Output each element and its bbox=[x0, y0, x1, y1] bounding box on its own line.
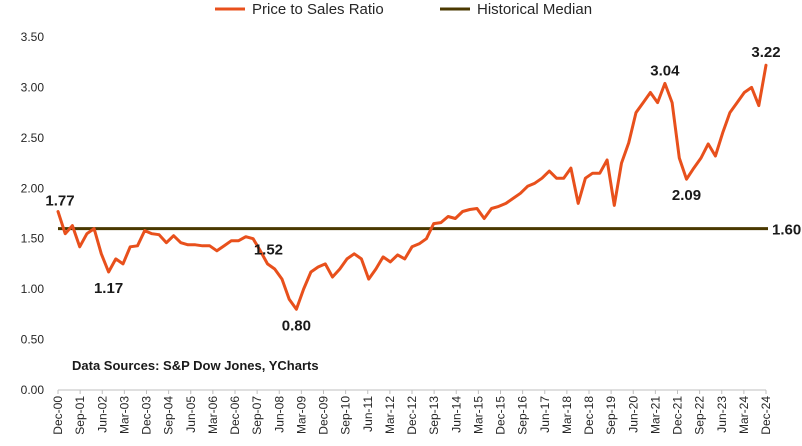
plot-area bbox=[56, 63, 768, 311]
data-label: 3.04 bbox=[650, 62, 680, 79]
x-tick-label: Jun-02 bbox=[95, 396, 109, 433]
y-tick-label: 0.50 bbox=[21, 333, 45, 347]
legend-label: Price to Sales Ratio bbox=[252, 1, 384, 18]
x-tick-label: Dec-00 bbox=[51, 396, 65, 435]
y-tick-label: 1.00 bbox=[21, 282, 45, 296]
x-tick-label: Sep-16 bbox=[516, 396, 530, 435]
x-tick-label: Dec-03 bbox=[140, 396, 154, 435]
x-tick-label: Sep-13 bbox=[427, 396, 441, 435]
x-tick-label: Sep-07 bbox=[250, 396, 264, 435]
x-tick-label: Jun-20 bbox=[626, 396, 640, 433]
x-tick-label: Sep-22 bbox=[693, 396, 707, 435]
x-tick-label: Mar-09 bbox=[294, 396, 308, 434]
x-tick-label: Jun-05 bbox=[184, 396, 198, 433]
x-tick-label: Dec-06 bbox=[228, 396, 242, 435]
x-tick-label: Mar-15 bbox=[471, 396, 485, 434]
y-axis: 0.00 0.50 1.00 1.50 2.00 2.50 3.00 3.50 bbox=[21, 30, 45, 397]
x-tick-label: Sep-04 bbox=[162, 396, 176, 435]
y-tick-label: 2.00 bbox=[21, 181, 45, 195]
x-tick-label: Dec-15 bbox=[494, 396, 508, 435]
data-label: 1.77 bbox=[45, 192, 74, 209]
y-tick-label: 2.50 bbox=[21, 131, 45, 145]
x-tick-label: Mar-12 bbox=[383, 396, 397, 434]
y-tick-label: 0.00 bbox=[21, 383, 45, 397]
data-label: 3.22 bbox=[751, 44, 780, 61]
x-tick-label: Sep-01 bbox=[73, 396, 87, 435]
source-note: Data Sources: S&P Dow Jones, YCharts bbox=[72, 358, 319, 373]
y-tick-label: 3.00 bbox=[21, 80, 45, 94]
annotations: 1.77 1.17 1.52 0.80 3.04 2.09 3.22 1.60 bbox=[45, 44, 801, 334]
x-tick-label: Dec-09 bbox=[317, 396, 331, 435]
x-tick-label: Sep-10 bbox=[339, 396, 353, 435]
legend-label: Historical Median bbox=[477, 1, 592, 18]
x-tick-label: Mar-03 bbox=[117, 396, 131, 434]
data-label: 2.09 bbox=[672, 187, 701, 204]
x-tick-label: Sep-19 bbox=[604, 396, 618, 435]
x-tick-label: Jun-08 bbox=[272, 396, 286, 433]
x-tick-label: Mar-21 bbox=[648, 396, 662, 434]
data-label: 1.17 bbox=[94, 280, 123, 297]
data-label: 1.52 bbox=[254, 242, 283, 259]
x-tick-label: Jun-14 bbox=[449, 396, 463, 433]
x-tick-label: Jun-23 bbox=[715, 396, 729, 433]
x-tick-label: Mar-18 bbox=[560, 396, 574, 434]
x-tick-label: Dec-24 bbox=[759, 396, 773, 435]
x-tick-label: Mar-06 bbox=[206, 396, 220, 434]
x-tick-label: Mar-24 bbox=[737, 396, 751, 434]
legend: Price to Sales Ratio Historical Median bbox=[215, 1, 592, 18]
x-axis: Dec-00 Sep-01 Jun-02 Mar-03 Dec-03 Sep-04 Jun-… bbox=[51, 389, 773, 435]
data-label: 1.60 bbox=[772, 222, 801, 239]
data-label: 0.80 bbox=[282, 317, 311, 334]
x-tick-label: Dec-21 bbox=[671, 396, 685, 435]
y-tick-label: 3.50 bbox=[21, 30, 45, 44]
x-tick-label: Dec-12 bbox=[405, 396, 419, 435]
x-tick-label: Jun-11 bbox=[361, 396, 375, 432]
x-tick-label: Jun-17 bbox=[538, 396, 552, 433]
y-tick-label: 1.50 bbox=[21, 232, 45, 246]
series-line-price-to-sales bbox=[56, 63, 768, 311]
x-tick-label: Dec-18 bbox=[582, 396, 596, 435]
